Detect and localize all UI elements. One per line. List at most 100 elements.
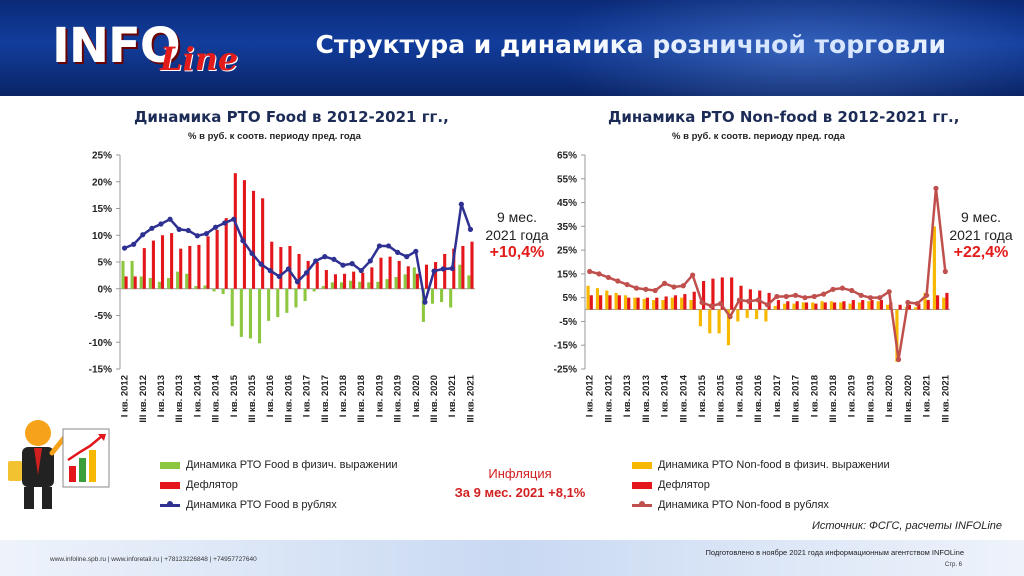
logo-script: Line (160, 40, 239, 78)
y-tick-label: 25% (557, 246, 577, 257)
line-point (690, 272, 696, 278)
bar (330, 282, 334, 289)
line-point (440, 266, 446, 272)
bar (130, 260, 134, 289)
bar (608, 295, 612, 310)
line-point (413, 248, 419, 254)
bar (166, 278, 171, 289)
bar (257, 288, 262, 344)
bar (923, 292, 927, 310)
bar (717, 309, 721, 334)
food-callout-year: 2021 года (485, 227, 549, 243)
line-point (167, 216, 173, 222)
line-point (821, 291, 827, 297)
line-point (422, 299, 428, 305)
line-point (774, 293, 780, 300)
legend-label: Динамика РТО Non-food в рублях (658, 499, 829, 511)
y-tick-label: 15% (92, 204, 112, 215)
x-tick-label: I кв. 2015 (697, 374, 708, 417)
bar (730, 277, 734, 310)
line-point (942, 268, 948, 275)
bar (403, 274, 407, 289)
bar (157, 281, 161, 289)
bar (792, 303, 796, 310)
bar (670, 297, 674, 310)
line-point (605, 274, 611, 281)
line-point (285, 266, 291, 272)
bar (829, 301, 834, 310)
line-point (212, 224, 219, 230)
line-point (924, 292, 930, 298)
line-point (249, 250, 255, 257)
bar (726, 309, 731, 346)
line-point (149, 225, 155, 231)
x-tick-label: III кв. 2013 (174, 375, 185, 423)
bar (589, 295, 593, 310)
y-tick-label: 10% (92, 231, 112, 242)
line-point (467, 226, 474, 232)
bar (701, 281, 706, 310)
nonfood-chart: -25% -15% -5% 5% 15% 25% 35% 45% 55% 65% I кв. 201… (554, 151, 952, 423)
x-tick-label: I кв. 2013 (156, 375, 167, 417)
food-chart: -15% -10% -5% 0% 5% 10% 15% 20% 25% I кв. 2012 III… (89, 151, 477, 423)
x-tick-label: III кв. 2019 (393, 375, 404, 423)
bar (764, 309, 768, 322)
bar (303, 288, 307, 302)
bar (121, 260, 125, 289)
bar (698, 309, 702, 327)
y-tick-label: 25% (92, 151, 112, 162)
bar (839, 302, 843, 310)
bar (636, 297, 640, 310)
food-callout-value: +10,4% (489, 244, 545, 261)
bar (397, 260, 401, 289)
bar (349, 280, 353, 289)
line-point (783, 293, 789, 300)
line-point (736, 297, 743, 303)
line-point (755, 297, 761, 303)
x-tick-label: I кв. 2018 (338, 375, 349, 417)
footer-contacts: www.infoline.spb.ru | www.inforetail.ru … (50, 556, 257, 563)
legend-label: Динамика РТО Food в физич. выражении (186, 459, 398, 471)
line-point (385, 243, 392, 249)
bar (124, 276, 128, 289)
bar (294, 288, 298, 308)
line-point (194, 233, 200, 239)
line-point (367, 258, 373, 264)
bar (914, 307, 918, 310)
line-point (322, 254, 328, 260)
bar (867, 301, 871, 310)
bar (801, 302, 805, 310)
line-point (877, 295, 883, 301)
nonfood-callout-period: 9 мес. (961, 209, 1001, 225)
bar (215, 229, 219, 289)
x-tick-label: I кв. 2017 (772, 375, 783, 417)
bar (661, 300, 665, 310)
bar (754, 309, 759, 320)
x-tick-label: III кв. 2013 (641, 375, 652, 423)
bar (324, 270, 328, 289)
line-point (811, 293, 817, 300)
legend-label: Дефлятор (186, 479, 238, 491)
bar (655, 297, 659, 310)
x-tick-label: I кв. 2016 (265, 375, 276, 417)
nonfood-chart-subtitle: % в руб. к соотв. периоду пред. года (672, 131, 845, 142)
x-tick-label: I кв. 2020 (884, 375, 895, 417)
legend-item: Динамика РТО Food в физич. выражении (160, 455, 397, 475)
bar (623, 295, 628, 310)
legend-item: Дефлятор (632, 475, 890, 495)
x-tick-label: III кв. 2014 (678, 374, 689, 422)
line-point (830, 286, 836, 292)
line-point (258, 261, 264, 267)
y-tick-label: 20% (92, 177, 112, 188)
bar (343, 273, 347, 289)
line-point (276, 273, 282, 280)
bar (276, 288, 280, 318)
line-point (764, 302, 771, 308)
bar (745, 309, 749, 318)
bar (434, 262, 438, 289)
bar (185, 273, 189, 289)
bar (179, 248, 183, 289)
x-tick-label: I кв. 2017 (302, 375, 313, 417)
bar (449, 288, 453, 308)
bar (842, 301, 846, 310)
